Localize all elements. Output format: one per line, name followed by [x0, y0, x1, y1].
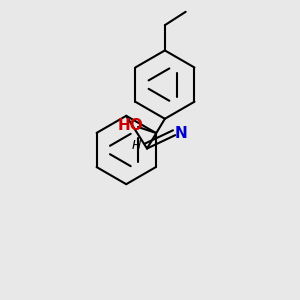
Text: H: H	[132, 139, 141, 152]
Text: HO: HO	[118, 118, 143, 133]
Text: N: N	[174, 126, 187, 141]
